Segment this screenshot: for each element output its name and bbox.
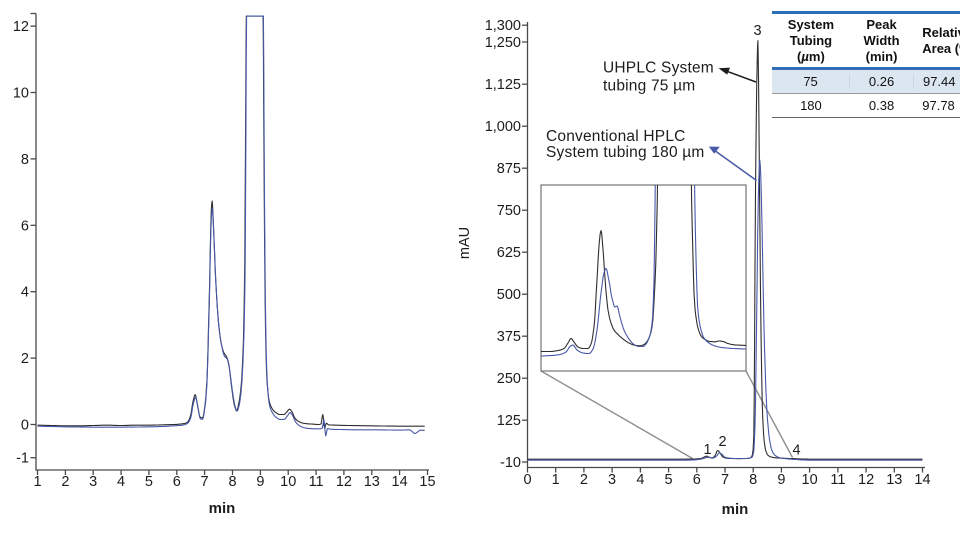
svg-text:2: 2 — [580, 472, 588, 488]
svg-text:13: 13 — [886, 472, 902, 488]
svg-text:1,000: 1,000 — [485, 119, 521, 135]
svg-text:14: 14 — [914, 472, 930, 488]
svg-text:9: 9 — [256, 474, 264, 490]
svg-text:System tubing 180 µm: System tubing 180 µm — [546, 144, 705, 161]
svg-text:11: 11 — [309, 474, 324, 490]
svg-text:10: 10 — [802, 472, 818, 488]
svg-text:8: 8 — [228, 474, 236, 490]
svg-text:1,300: 1,300 — [485, 18, 521, 34]
svg-text:1: 1 — [33, 474, 41, 490]
svg-text:3: 3 — [89, 474, 97, 490]
svg-text:min: min — [209, 500, 236, 517]
svg-text:11: 11 — [830, 472, 845, 488]
svg-text:2: 2 — [21, 351, 29, 367]
svg-text:UHPLC System: UHPLC System — [603, 60, 714, 77]
svg-text:7: 7 — [721, 472, 729, 488]
svg-text:1,125: 1,125 — [485, 77, 521, 93]
svg-text:12: 12 — [336, 474, 352, 490]
svg-text:4: 4 — [636, 472, 644, 488]
svg-text:2: 2 — [61, 474, 69, 490]
svg-text:6: 6 — [173, 474, 181, 490]
svg-text:6: 6 — [21, 218, 29, 234]
svg-text:3: 3 — [608, 472, 616, 488]
svg-text:1,250: 1,250 — [485, 35, 521, 51]
svg-text:1: 1 — [552, 472, 560, 488]
svg-text:12: 12 — [858, 472, 874, 488]
svg-text:-10: -10 — [500, 455, 521, 471]
svg-text:min: min — [722, 501, 749, 518]
svg-text:0: 0 — [523, 472, 531, 488]
svg-text:250: 250 — [497, 371, 521, 387]
svg-text:12: 12 — [13, 19, 29, 35]
svg-text:0: 0 — [21, 418, 29, 434]
svg-text:mAU: mAU — [457, 227, 473, 259]
svg-text:tubing 75 µm: tubing 75 µm — [603, 78, 695, 95]
svg-text:14: 14 — [392, 474, 408, 490]
svg-text:8: 8 — [21, 152, 29, 168]
svg-text:375: 375 — [497, 329, 521, 345]
svg-text:15: 15 — [419, 474, 435, 490]
svg-text:750: 750 — [497, 203, 521, 219]
svg-text:4: 4 — [792, 443, 800, 459]
svg-text:625: 625 — [497, 245, 521, 261]
svg-text:5: 5 — [145, 474, 153, 490]
svg-text:6: 6 — [693, 472, 701, 488]
svg-text:10: 10 — [13, 86, 29, 102]
svg-text:8: 8 — [749, 472, 757, 488]
svg-text:875: 875 — [497, 161, 521, 177]
svg-text:4: 4 — [117, 474, 125, 490]
svg-text:125: 125 — [497, 413, 521, 429]
svg-text:1: 1 — [703, 442, 711, 458]
svg-text:7: 7 — [201, 474, 209, 490]
svg-text:3: 3 — [753, 23, 761, 39]
svg-text:10: 10 — [280, 474, 296, 490]
svg-text:13: 13 — [364, 474, 380, 490]
svg-text:-1: -1 — [16, 451, 29, 467]
svg-text:9: 9 — [777, 472, 785, 488]
svg-text:5: 5 — [665, 472, 673, 488]
svg-text:2: 2 — [718, 434, 726, 450]
svg-text:Conventional HPLC: Conventional HPLC — [546, 128, 686, 145]
svg-text:500: 500 — [497, 287, 521, 303]
svg-text:4: 4 — [21, 285, 29, 301]
